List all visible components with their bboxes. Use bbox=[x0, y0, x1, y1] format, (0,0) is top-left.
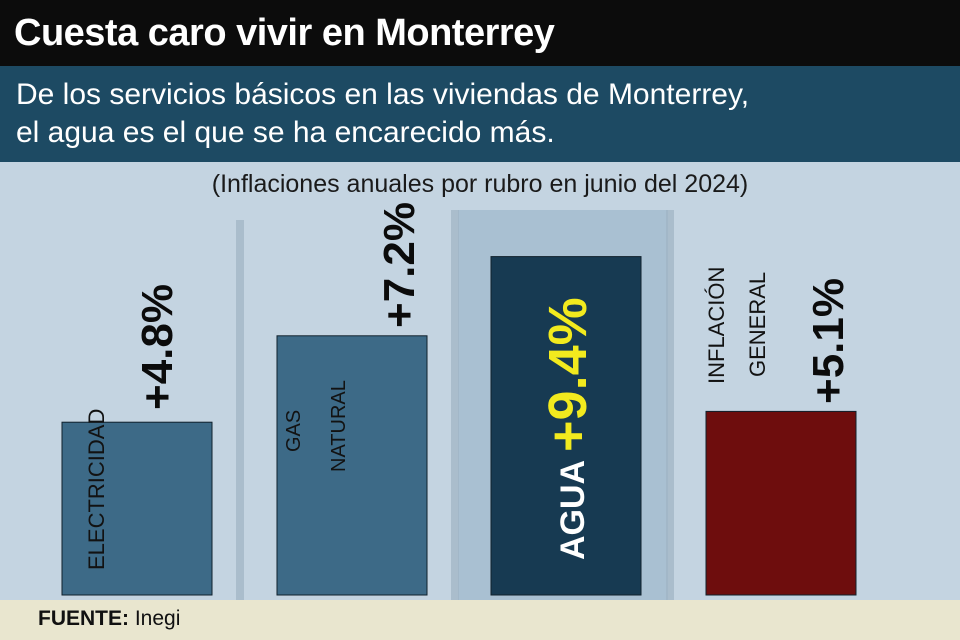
bar-chart: ELECTRICIDAD GAS NATURAL AGUA INFLACIÓN GENER… bbox=[61, 202, 857, 600]
chart-title: Cuesta caro vivir en Monterrey bbox=[14, 12, 555, 54]
subtitle-line-1: De los servicios básicos en las vivienda… bbox=[16, 78, 750, 111]
subtitle-line-2: el agua es el que se ha encarecido más. bbox=[16, 116, 555, 149]
column-divider bbox=[451, 210, 459, 600]
source-label: FUENTE: bbox=[38, 607, 129, 630]
category-label: GAS bbox=[283, 410, 305, 452]
footer: FUENTE: Inegi bbox=[0, 600, 960, 640]
value-label: +9.4% bbox=[538, 297, 598, 452]
value-label: +7.2% bbox=[375, 202, 424, 328]
subtitle-bar: De los servicios básicos en las vivienda… bbox=[0, 66, 960, 162]
chart-note: (Inflaciones anuales por rubro en junio … bbox=[211, 170, 749, 198]
source-line: FUENTE: Inegi bbox=[38, 607, 180, 631]
value-label: +5.1% bbox=[804, 278, 853, 404]
column-divider bbox=[666, 210, 674, 600]
category-label: AGUA bbox=[554, 460, 592, 560]
value-label: +4.8% bbox=[133, 284, 182, 410]
bar-agua bbox=[490, 256, 642, 596]
category-label: INFLACIÓN bbox=[704, 267, 729, 384]
bar-electricidad bbox=[61, 421, 213, 596]
category-label: NATURAL bbox=[328, 380, 350, 472]
source-value: Inegi bbox=[134, 607, 181, 630]
bar-inflación-general bbox=[705, 410, 857, 596]
category-label: GENERAL bbox=[745, 272, 770, 377]
chart-area: ELECTRICIDAD GAS NATURAL AGUA INFLACIÓN GENER… bbox=[0, 162, 960, 600]
category-label: ELECTRICIDAD bbox=[84, 409, 109, 570]
title-bar: Cuesta caro vivir en Monterrey bbox=[0, 0, 960, 66]
column-divider bbox=[236, 220, 244, 600]
bar-gas-natural bbox=[276, 335, 428, 596]
